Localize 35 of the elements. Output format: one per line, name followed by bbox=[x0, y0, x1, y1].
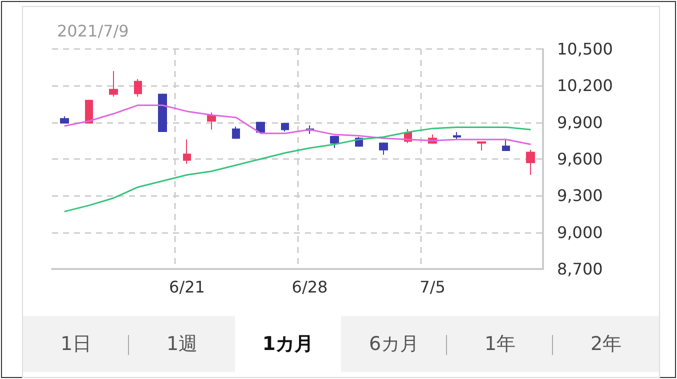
candlestick bbox=[109, 70, 118, 98]
y-tick-label: 9,900 bbox=[557, 112, 603, 132]
candlestick bbox=[453, 132, 461, 141]
candlestick bbox=[158, 93, 167, 132]
candlestick bbox=[183, 138, 191, 164]
candlestick bbox=[526, 149, 535, 176]
candlestick bbox=[256, 121, 265, 134]
y-tick-label: 10,200 bbox=[557, 76, 613, 96]
chart-title: 2021/7/9 bbox=[57, 22, 129, 40]
text: 6カ月 bbox=[368, 332, 420, 357]
y-tick-label: 9,600 bbox=[557, 150, 603, 168]
text: 1日 bbox=[60, 332, 92, 357]
x-tick-label: 6/28 bbox=[292, 278, 328, 296]
candlestick bbox=[134, 78, 142, 98]
x-tick-label: 7/5 bbox=[420, 278, 446, 296]
line-series bbox=[64, 126, 532, 212]
text: 1カ月 bbox=[262, 332, 314, 357]
candlestick bbox=[281, 122, 289, 132]
candlestick bbox=[60, 116, 69, 124]
candlestick bbox=[207, 112, 216, 130]
y-tick-label: 9,300 bbox=[557, 186, 603, 206]
candlestick bbox=[477, 141, 486, 151]
y-tick-label: 9,000 bbox=[557, 222, 603, 242]
y-tick-label: 10,500 bbox=[557, 40, 613, 58]
y-tick-label: 8,700 bbox=[557, 260, 603, 278]
line-series bbox=[64, 104, 532, 146]
candlestick bbox=[232, 126, 240, 140]
candlestick bbox=[502, 138, 510, 151]
candlestick bbox=[379, 142, 388, 156]
text: 2年 bbox=[590, 332, 622, 357]
x-tick-label: 6/21 bbox=[169, 278, 205, 296]
candlestick bbox=[330, 135, 339, 148]
text: 1週 bbox=[166, 332, 198, 357]
text: 1年 bbox=[484, 332, 516, 357]
candlestick bbox=[85, 99, 93, 124]
